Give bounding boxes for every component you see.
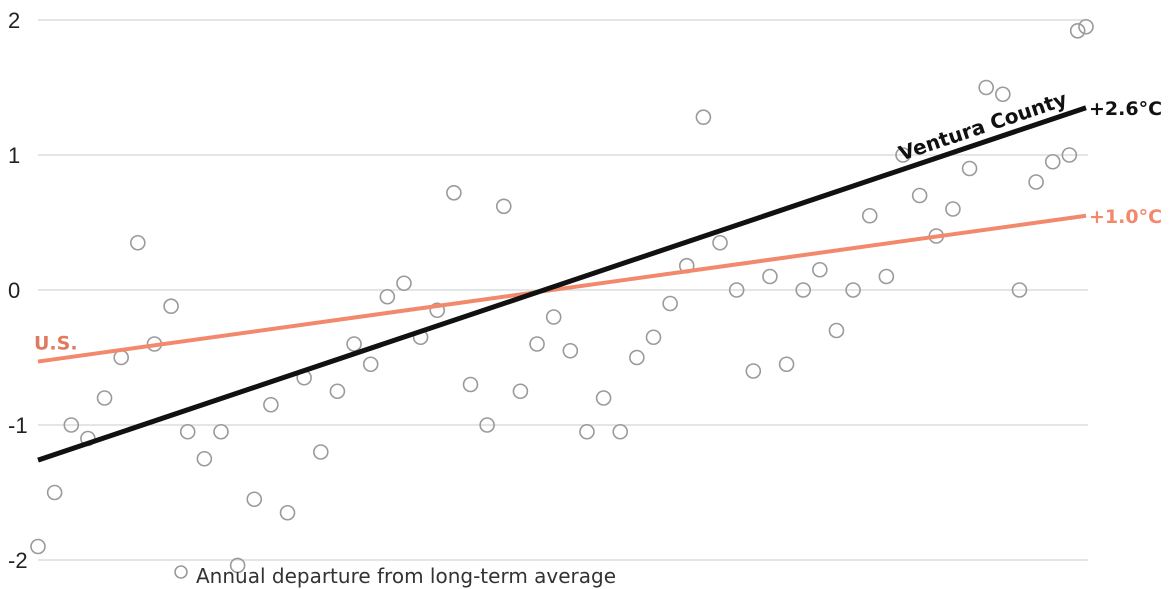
legend-label: Annual departure from long-term average — [196, 564, 616, 588]
data-point — [662, 295, 678, 312]
data-point — [1011, 282, 1028, 298]
data-point — [562, 342, 579, 359]
data-point — [762, 268, 778, 285]
data-point — [911, 187, 928, 204]
data-point — [229, 557, 246, 574]
data-point — [945, 201, 961, 217]
us-label: U.S. — [34, 333, 78, 355]
data-point — [778, 356, 795, 373]
data-point — [346, 336, 362, 352]
data-point — [179, 423, 196, 440]
data-point — [828, 322, 845, 339]
data-point — [213, 423, 229, 440]
data-point — [429, 302, 446, 319]
data-point — [312, 444, 329, 460]
y-tick-label: 1 — [8, 143, 20, 168]
data-point — [30, 538, 46, 555]
data-point — [479, 417, 495, 433]
data-point — [263, 396, 279, 413]
data-point — [446, 185, 462, 201]
data-point — [279, 504, 296, 521]
data-point — [728, 282, 745, 298]
legend: Annual departure from long-term average — [174, 564, 616, 588]
data-point — [1044, 153, 1061, 170]
data-point — [861, 207, 878, 224]
ventura-county-trend-value: +2.6°C — [1089, 98, 1162, 120]
data-point — [329, 383, 346, 400]
data-point — [895, 147, 911, 163]
data-point — [579, 423, 595, 440]
data-point — [362, 356, 379, 373]
data-point — [995, 86, 1011, 103]
data-point — [695, 109, 712, 125]
y-tick-label: -2 — [8, 548, 28, 573]
data-point — [845, 282, 861, 298]
data-point — [246, 491, 263, 508]
data-point — [46, 484, 63, 501]
data-point — [595, 390, 612, 406]
data-point — [545, 309, 562, 325]
data-point — [1078, 18, 1094, 35]
data-point — [812, 261, 828, 278]
data-point — [1028, 174, 1044, 190]
data-point — [396, 275, 412, 292]
data-point — [978, 79, 994, 96]
data-point — [196, 450, 213, 467]
us-trend-value: +1.0°C — [1089, 206, 1162, 228]
data-point — [130, 234, 146, 251]
data-point — [795, 282, 812, 298]
data-point — [512, 383, 529, 400]
us-trend-line — [37, 213, 1087, 364]
data-point — [629, 349, 645, 366]
data-point — [495, 198, 512, 215]
data-point — [163, 298, 179, 315]
data-point — [612, 423, 629, 440]
data-point — [712, 234, 728, 251]
data-point — [63, 417, 80, 433]
data-point — [462, 376, 479, 393]
data-point — [1069, 22, 1086, 39]
data-point — [96, 390, 113, 406]
data-point — [529, 336, 545, 352]
y-tick-label: -1 — [8, 413, 28, 438]
y-tick-label: 2 — [8, 8, 20, 33]
legend-marker — [174, 565, 188, 579]
annual-departure-points — [30, 18, 1094, 574]
y-tick-label: 0 — [8, 278, 20, 303]
ventura-trend-line — [37, 105, 1087, 463]
trend-lines — [37, 105, 1087, 463]
data-point — [645, 329, 662, 346]
data-point — [878, 268, 895, 285]
data-point — [1061, 147, 1078, 163]
trend-labels: Ventura County +2.6°C U.S. +1.0°C — [34, 87, 1162, 355]
data-point — [961, 160, 978, 177]
ventura-county-label: Ventura County — [896, 87, 1070, 166]
data-point — [745, 363, 762, 379]
y-axis-tick-labels: 2 1 0 -1 -2 — [8, 8, 28, 573]
data-point — [379, 288, 396, 305]
